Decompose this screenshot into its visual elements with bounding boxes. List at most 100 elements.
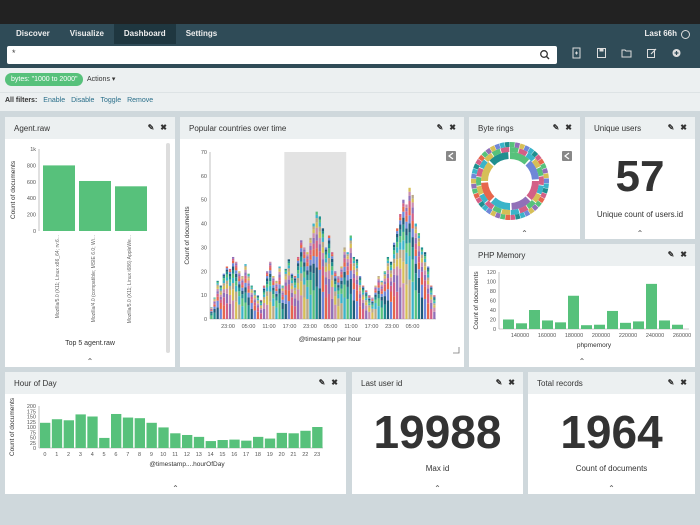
ring-slice: [543, 178, 549, 184]
bar-segment: [399, 214, 402, 218]
tab-dashboard[interactable]: Dashboard: [113, 24, 176, 44]
collapse-icon[interactable]: ⌃: [172, 484, 179, 493]
bar-segment: [331, 262, 334, 267]
edit-icon[interactable]: ✎: [667, 123, 675, 132]
time-picker[interactable]: Last 66h: [645, 24, 690, 44]
close-icon[interactable]: ✖: [565, 123, 572, 132]
bar-segment: [371, 298, 374, 299]
open-icon[interactable]: [620, 46, 633, 60]
y-tick-label: 40: [201, 222, 207, 228]
bar-segment: [225, 274, 229, 278]
edit-icon[interactable]: ✎: [147, 123, 155, 132]
edit-icon[interactable]: ✎: [495, 378, 503, 387]
tab-visualize[interactable]: Visualize: [69, 29, 104, 38]
bar-segment: [284, 279, 287, 283]
bar-segment: [430, 308, 433, 319]
bar-segment: [365, 298, 368, 301]
bar-segment: [365, 293, 368, 295]
search-button[interactable]: [535, 47, 555, 63]
close-icon[interactable]: ✖: [449, 123, 456, 132]
collapse-icon[interactable]: ⌃: [86, 357, 94, 366]
bar-segment: [213, 298, 216, 299]
bar-segment: [318, 251, 321, 260]
bar-segment: [377, 298, 380, 307]
bar-segment: [352, 273, 356, 279]
bar-segment: [231, 300, 235, 319]
bar-segment: [225, 293, 229, 304]
bar-segment: [247, 275, 250, 277]
bar-segment: [235, 267, 238, 271]
tab-settings[interactable]: Settings: [185, 29, 218, 38]
bar-segment: [383, 278, 386, 282]
close-icon[interactable]: ✖: [508, 378, 515, 387]
bar-segment: [318, 288, 321, 319]
remove-filters-link[interactable]: Remove: [127, 97, 154, 104]
bar-segment: [417, 235, 421, 239]
search-input[interactable]: [7, 46, 557, 64]
disable-filters-link[interactable]: Disable: [71, 97, 95, 104]
bar-segment: [256, 305, 260, 308]
bar-segment: [262, 299, 266, 303]
bar-segment: [383, 274, 386, 277]
bar-segment: [262, 308, 266, 319]
bar-segment: [250, 285, 253, 287]
filter-pill[interactable]: bytes: "1000 to 2000": [5, 73, 84, 86]
bar-segment: [389, 277, 393, 282]
bar-segment: [287, 265, 290, 269]
collapse-icon[interactable]: ⌃: [434, 484, 441, 493]
clock-icon: [681, 29, 690, 39]
bar-segment: [374, 296, 377, 300]
bar-segment: [349, 248, 352, 254]
edit-icon[interactable]: ✎: [436, 123, 444, 132]
bar-segment: [377, 282, 380, 286]
y-tick-label: 800: [27, 163, 36, 169]
edit-icon[interactable]: ✎: [318, 378, 326, 387]
bar: [646, 283, 657, 329]
x-tick-label: 200000: [592, 333, 610, 339]
edit-icon[interactable]: ✎: [667, 378, 675, 387]
close-icon[interactable]: ✖: [680, 123, 687, 132]
bar-segment: [275, 284, 278, 287]
bar-segment: [371, 299, 374, 301]
close-icon[interactable]: ✖: [680, 250, 687, 259]
bar-segment: [272, 282, 275, 286]
bar-segment: [386, 300, 390, 319]
bar-segment: [402, 283, 405, 319]
bar-segment: [315, 256, 318, 268]
bar-segment: [399, 242, 402, 250]
bar-segment: [386, 266, 390, 270]
actions-menu[interactable]: Actions ▾: [87, 76, 116, 83]
bar-segment: [256, 295, 260, 297]
bar-segment: [216, 296, 219, 301]
close-icon[interactable]: ✖: [331, 378, 338, 387]
bar-segment: [216, 281, 219, 284]
new-dashboard-icon[interactable]: [570, 46, 583, 60]
tab-discover[interactable]: Discover: [16, 29, 50, 38]
bar-segment: [371, 306, 374, 309]
bar-segment: [290, 278, 294, 281]
collapse-icon[interactable]: ⌃: [521, 229, 528, 238]
toggle-filters-link[interactable]: Toggle: [100, 97, 122, 104]
collapse-icon[interactable]: ⌃: [608, 484, 615, 493]
save-icon[interactable]: [595, 46, 608, 60]
bar-segment: [300, 267, 303, 274]
resize-handle-icon: [453, 347, 460, 354]
collapse-icon[interactable]: ⌃: [578, 357, 586, 366]
share-icon[interactable]: [645, 46, 658, 60]
close-icon[interactable]: ✖: [680, 378, 687, 387]
bar-segment: [392, 263, 396, 269]
bar-segment: [430, 294, 433, 297]
edit-icon[interactable]: ✎: [552, 123, 560, 132]
enable-filters-link[interactable]: Enable: [43, 97, 66, 104]
bar-segment: [349, 293, 352, 319]
edit-icon[interactable]: ✎: [667, 250, 675, 259]
x-tick-label: 05:00: [242, 324, 256, 330]
collapse-icon[interactable]: ⌃: [636, 229, 644, 238]
close-icon[interactable]: ✖: [160, 123, 167, 132]
add-panel-icon[interactable]: [670, 46, 683, 60]
bar-segment: [321, 291, 325, 319]
bar-segment: [365, 292, 368, 294]
bar-segment: [414, 256, 417, 264]
bar-segment: [253, 305, 256, 311]
bar-segment: [278, 274, 281, 278]
